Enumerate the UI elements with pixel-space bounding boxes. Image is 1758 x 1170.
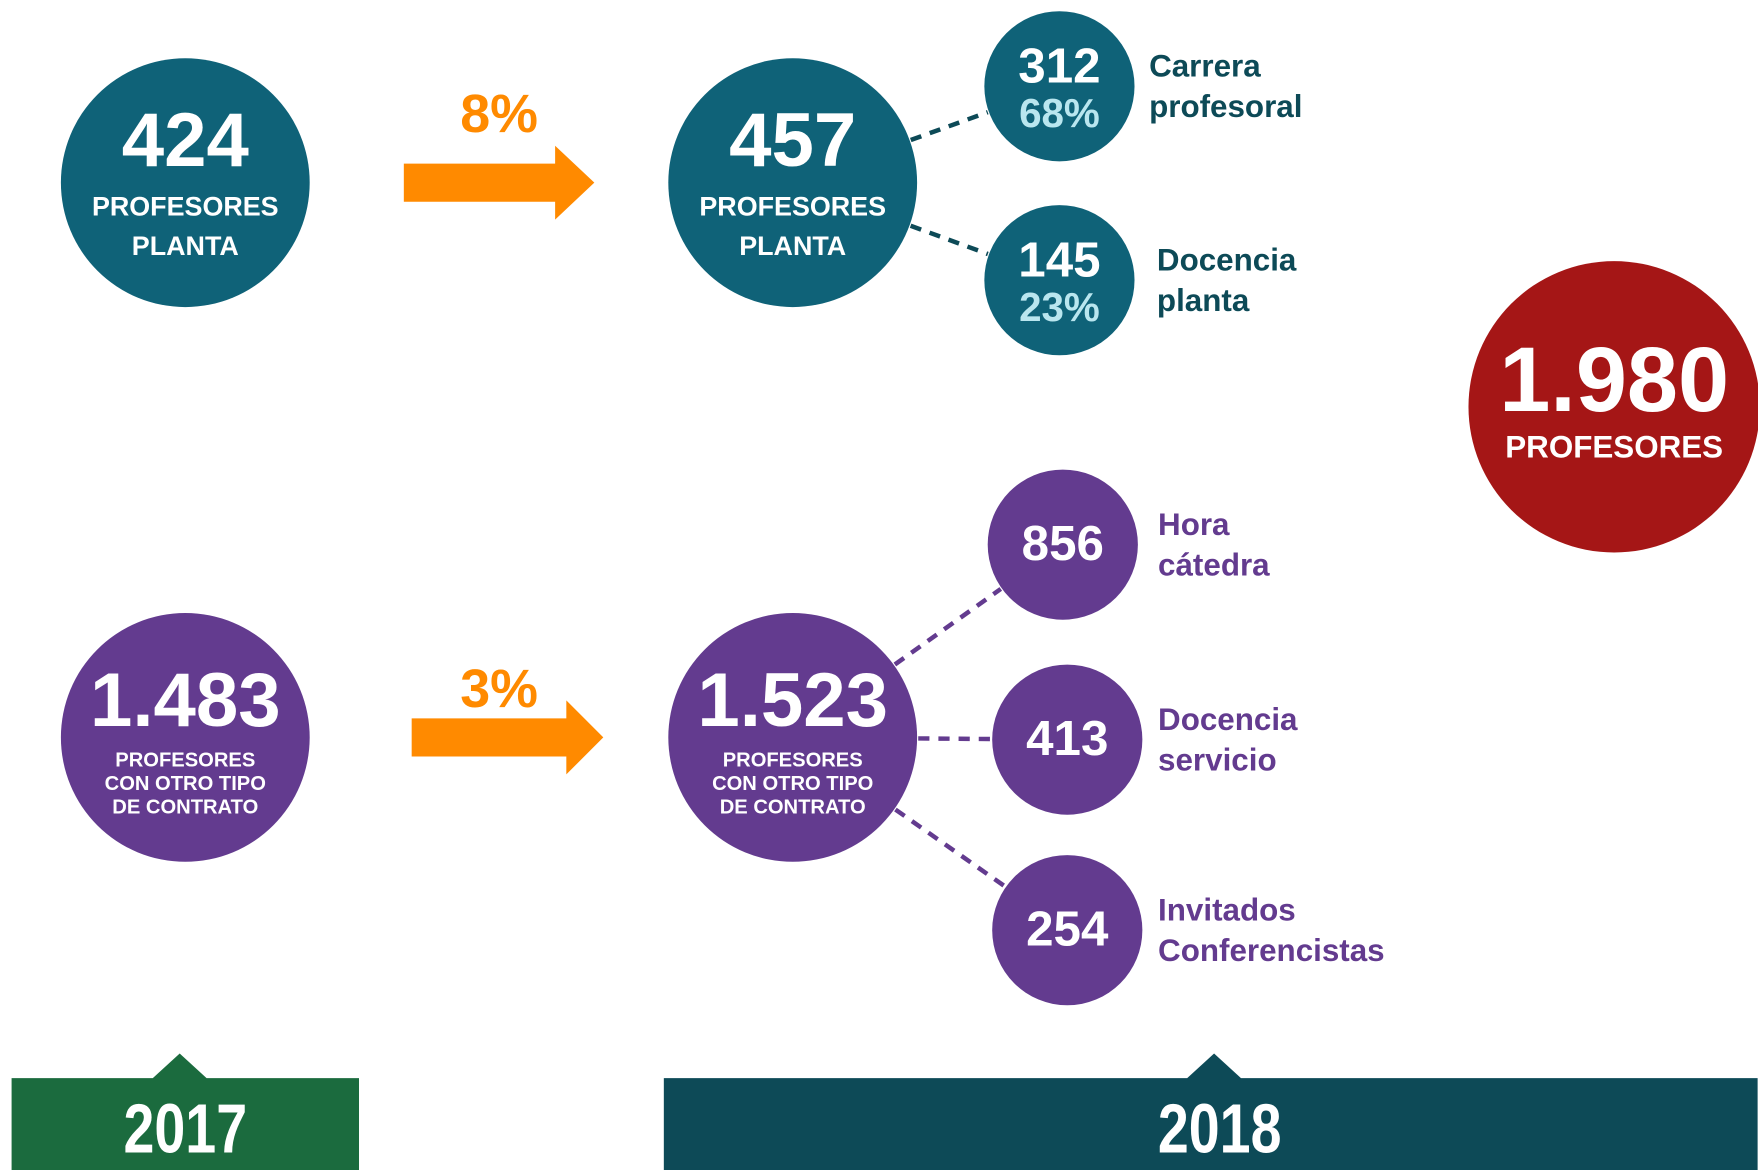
connector [909, 110, 989, 143]
circle-label: DE CONTRATO [112, 796, 258, 818]
breakdown-percent: 23% [1019, 284, 1100, 330]
breakdown-circle [984, 205, 1135, 356]
connector [918, 736, 992, 742]
breakdown-value: 312 [1018, 39, 1100, 94]
group-circle [668, 58, 918, 308]
connector [909, 223, 989, 257]
group-circle [668, 613, 918, 862]
total-label: PROFESORES [1505, 430, 1723, 465]
circle-label: PLANTA [132, 231, 239, 261]
breakdown-circle [987, 469, 1138, 620]
growth-arrow [411, 700, 604, 775]
breakdown-label: cátedra [1158, 547, 1270, 582]
circle-value: 1.523 [697, 658, 888, 743]
breakdown-label: planta [1157, 283, 1250, 318]
connector [894, 807, 1007, 889]
year-bar [11, 1053, 359, 1170]
circle-label: DE CONTRATO [720, 796, 866, 818]
breakdown-circle [984, 11, 1135, 162]
breakdown-label: servicio [1158, 742, 1277, 777]
breakdown-label: profesoral [1149, 89, 1302, 124]
year-label: 2018 [1158, 1091, 1282, 1168]
circle-value: 424 [122, 98, 249, 183]
year-bar [663, 1053, 1758, 1170]
group-circle [60, 613, 310, 862]
breakdown-value: 145 [1018, 232, 1100, 287]
breakdown-circle [992, 855, 1143, 1006]
growth-arrow [403, 145, 595, 220]
circle-label: CON OTRO TIPO [712, 773, 873, 795]
breakdown-label: Conferencistas [1158, 933, 1385, 968]
circle-value: 1.483 [90, 658, 281, 743]
growth-label: 8% [460, 84, 538, 144]
breakdown-label: Carrera [1149, 49, 1261, 84]
circle-label: PROFESORES [723, 749, 863, 771]
circle-label: PROFESORES [92, 192, 279, 222]
circle-label: PROFESORES [115, 749, 255, 771]
total-circle [1468, 261, 1758, 553]
breakdown-label: Docencia [1157, 243, 1297, 278]
breakdown-percent: 68% [1019, 90, 1100, 136]
circle-label: CON OTRO TIPO [105, 773, 266, 795]
year-label: 2017 [123, 1091, 247, 1168]
total-value: 1.980 [1499, 329, 1729, 431]
breakdown-value: 254 [1026, 901, 1109, 956]
group-circle [60, 58, 310, 308]
breakdown-value: 413 [1026, 711, 1108, 766]
breakdown-label: Hora [1158, 507, 1230, 542]
circle-label: PROFESORES [699, 192, 886, 222]
breakdown-label: Docencia [1158, 702, 1298, 737]
circle-label: PLANTA [739, 231, 846, 261]
breakdown-label: Invitados [1158, 893, 1296, 928]
breakdown-value: 856 [1022, 516, 1104, 571]
connector [893, 587, 1003, 667]
breakdown-circle [992, 664, 1143, 815]
growth-label: 3% [460, 659, 538, 719]
circle-value: 457 [729, 98, 856, 183]
